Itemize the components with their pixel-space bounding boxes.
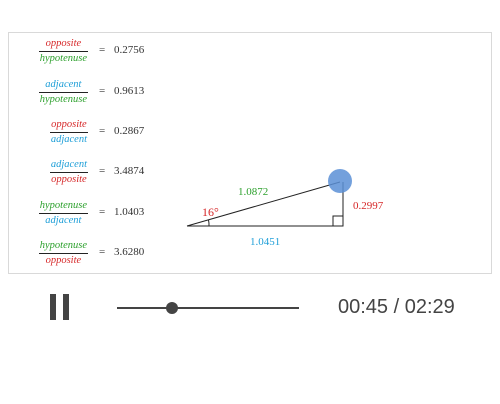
adjacent-length-label: 1.0451 (250, 236, 280, 248)
ratio-row-adjacent-hypotenuse: adjacent hypotenuse = 0.9613 (25, 79, 145, 109)
fraction-bar (49, 132, 88, 133)
hypotenuse-side (186, 181, 341, 227)
ratio-value: 1.0403 (114, 206, 145, 218)
fraction: hypotenuse opposite (38, 240, 88, 267)
right-angle-marker (332, 215, 344, 227)
hypotenuse-length-label: 1.0872 (238, 186, 268, 198)
ratio-value: 0.9613 (114, 85, 145, 97)
equals-sign: = (99, 206, 106, 218)
fraction: opposite hypotenuse (38, 38, 88, 65)
denominator: hypotenuse (39, 53, 87, 64)
ratio-row-adjacent-opposite: adjacent opposite = 3.4874 (25, 159, 145, 189)
numerator: adjacent (45, 79, 82, 90)
fraction: opposite adjacent (49, 119, 88, 146)
right-triangle-diagram: 16° 1.0872 1.0451 0.2997 (186, 169, 384, 248)
ratio-value: 3.4874 (114, 165, 145, 177)
trig-ratio-stage: opposite hypotenuse = 0.2756 adjacent hy… (8, 32, 492, 274)
media-controls: 00:45 / 02:29 (0, 284, 500, 332)
equals-sign: = (99, 246, 106, 258)
equals-sign: = (99, 85, 106, 97)
angle-arc (208, 219, 210, 227)
total-time: 02:29 (404, 296, 455, 318)
current-time: 00:45 (338, 296, 389, 318)
pause-icon (63, 294, 69, 320)
fraction-bar (38, 92, 88, 93)
equals-sign: = (99, 44, 106, 56)
ratio-row-opposite-adjacent: opposite adjacent = 0.2867 (25, 119, 145, 149)
fraction-bar (38, 253, 88, 254)
numerator: hypotenuse (39, 240, 87, 251)
time-separator: / (393, 296, 400, 318)
equals-sign: = (99, 165, 106, 177)
pause-button[interactable] (50, 294, 70, 320)
denominator: adjacent (45, 215, 82, 226)
time-display: 00:45 / 02:29 (338, 296, 455, 319)
angle-label: 16° (202, 205, 219, 219)
ratio-value: 0.2756 (114, 44, 145, 56)
fraction-bar (38, 51, 88, 52)
denominator: adjacent (50, 134, 87, 145)
denominator: opposite (51, 174, 87, 185)
seek-track[interactable] (117, 307, 299, 309)
denominator: hypotenuse (39, 94, 87, 105)
numerator: opposite (51, 119, 87, 130)
fraction-bar (38, 213, 88, 214)
numerator: hypotenuse (39, 200, 87, 211)
ratio-value: 0.2867 (114, 125, 145, 137)
fraction: hypotenuse adjacent (38, 200, 88, 227)
ratio-row-hypotenuse-opposite: hypotenuse opposite = 3.6280 (25, 240, 145, 270)
ratio-value: 3.6280 (114, 246, 145, 258)
fraction: adjacent hypotenuse (38, 79, 88, 106)
seek-handle[interactable] (165, 302, 178, 314)
pause-icon (50, 294, 56, 320)
ratio-row-hypotenuse-adjacent: hypotenuse adjacent = 1.0403 (25, 200, 145, 230)
numerator: opposite (45, 38, 82, 49)
equals-sign: = (99, 125, 106, 137)
vertex-drag-handle[interactable] (328, 169, 352, 193)
fraction: adjacent opposite (49, 159, 88, 186)
numerator: adjacent (50, 159, 87, 170)
denominator: opposite (45, 255, 82, 266)
opposite-length-label: 0.2997 (353, 200, 384, 212)
fraction-bar (49, 172, 88, 173)
ratio-row-opposite-hypotenuse: opposite hypotenuse = 0.2756 (25, 38, 145, 68)
